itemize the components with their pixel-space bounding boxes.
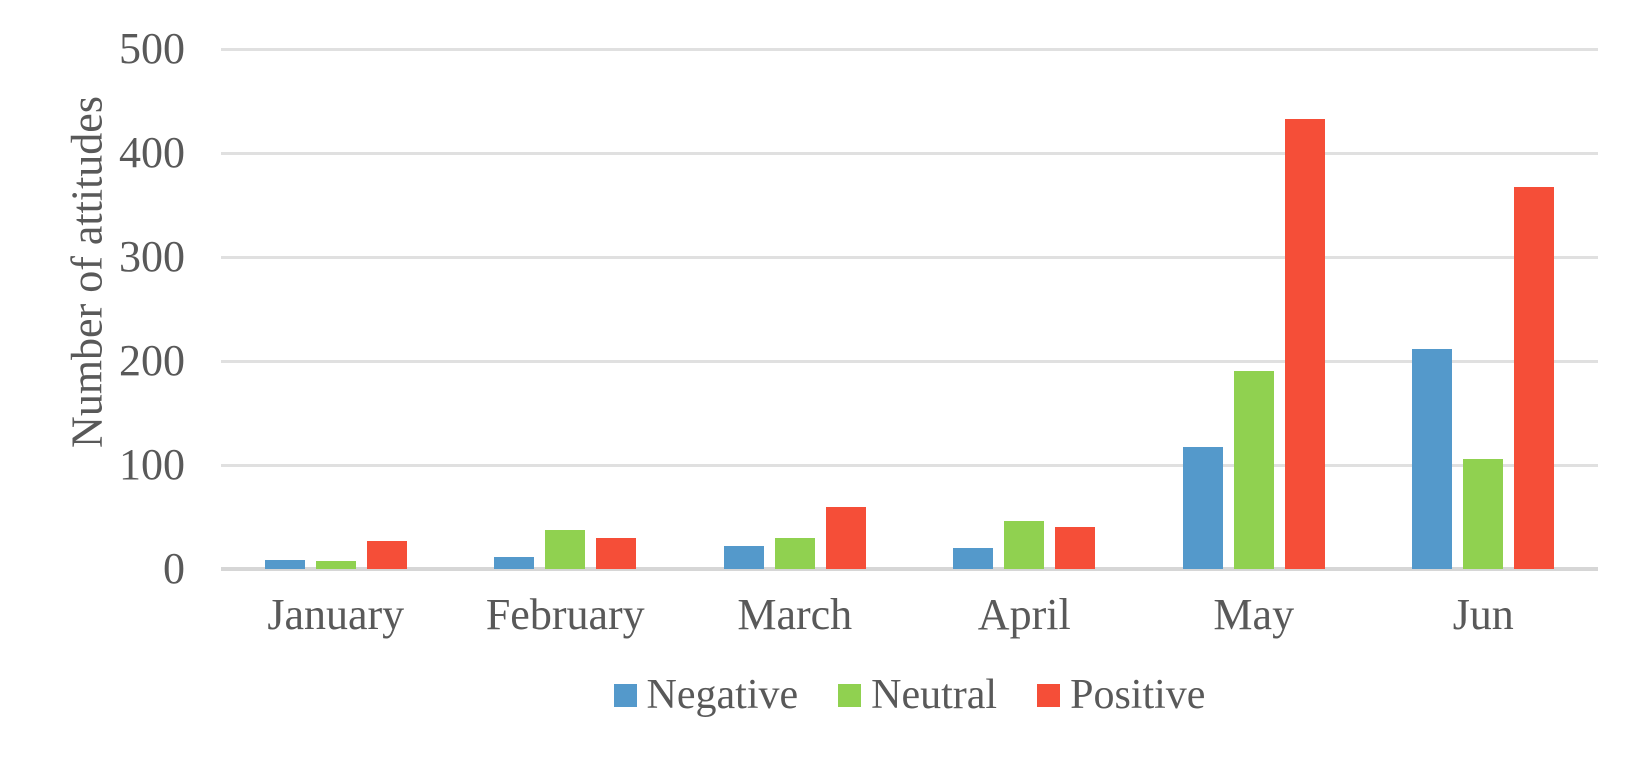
bar-group-january	[221, 49, 451, 569]
y-tick-label-0: 0	[163, 544, 185, 593]
bar-april-neutral	[1004, 521, 1045, 569]
legend-swatch-neutral	[838, 683, 862, 707]
y-axis-tick-labels: 0 100 200 300 400 500	[0, 27, 185, 591]
bar-february-negative	[494, 556, 535, 569]
x-tick-label-may: May	[1213, 590, 1295, 639]
bar-january-negative	[264, 559, 305, 569]
bar-group-april	[910, 49, 1140, 569]
legend: Negative Neutral Positive	[221, 672, 1598, 718]
bar-may-positive	[1284, 118, 1325, 569]
x-tick-label-january: January	[267, 590, 405, 639]
legend-swatch-positive	[1037, 683, 1061, 707]
legend-item-negative: Negative	[613, 672, 799, 718]
gridline-100	[221, 463, 1598, 467]
bar-group-march	[680, 49, 910, 569]
x-axis-line	[221, 567, 1598, 571]
x-tick-label-jun: Jun	[1452, 590, 1514, 639]
legend-swatch-negative	[613, 683, 637, 707]
x-axis-tick-labels: January February March April May Jun	[221, 593, 1598, 637]
gridline-200	[221, 359, 1598, 363]
bar-may-neutral	[1233, 371, 1274, 569]
bar-group-jun	[1369, 49, 1599, 569]
bar-jun-positive	[1514, 187, 1555, 569]
legend-label-negative: Negative	[646, 672, 799, 718]
legend-item-positive: Positive	[1037, 674, 1205, 716]
bar-march-negative	[723, 546, 764, 569]
bar-march-positive	[825, 506, 866, 569]
bar-february-positive	[596, 537, 637, 569]
gridline-500	[221, 47, 1598, 51]
x-tick-label-april: April	[977, 590, 1071, 639]
bar-group-may	[1139, 49, 1369, 569]
y-tick-label-300: 300	[119, 232, 185, 281]
y-tick-label-500: 500	[119, 24, 185, 73]
bar-jun-negative	[1412, 348, 1453, 569]
legend-label-positive: Positive	[1070, 672, 1206, 718]
gridline-400	[221, 151, 1598, 155]
gridline-300	[221, 255, 1598, 259]
bar-january-neutral	[315, 560, 356, 569]
bar-january-positive	[366, 540, 407, 569]
bar-may-negative	[1182, 447, 1223, 569]
bar-april-positive	[1055, 527, 1096, 569]
x-tick-label-march: March	[737, 590, 853, 639]
legend-item-neutral: Neutral	[838, 674, 997, 716]
x-tick-label-february: February	[485, 590, 645, 639]
plot-area	[221, 47, 1598, 571]
legend-label-neutral: Neutral	[871, 672, 998, 718]
bar-group-february	[451, 49, 681, 569]
bar-jun-neutral	[1463, 458, 1504, 569]
y-tick-label-200: 200	[119, 336, 185, 385]
bar-april-negative	[953, 548, 994, 569]
y-tick-label-100: 100	[119, 440, 185, 489]
bar-groups	[221, 49, 1598, 569]
bar-march-neutral	[774, 537, 815, 569]
bar-february-neutral	[545, 529, 586, 569]
y-tick-label-400: 400	[119, 128, 185, 177]
